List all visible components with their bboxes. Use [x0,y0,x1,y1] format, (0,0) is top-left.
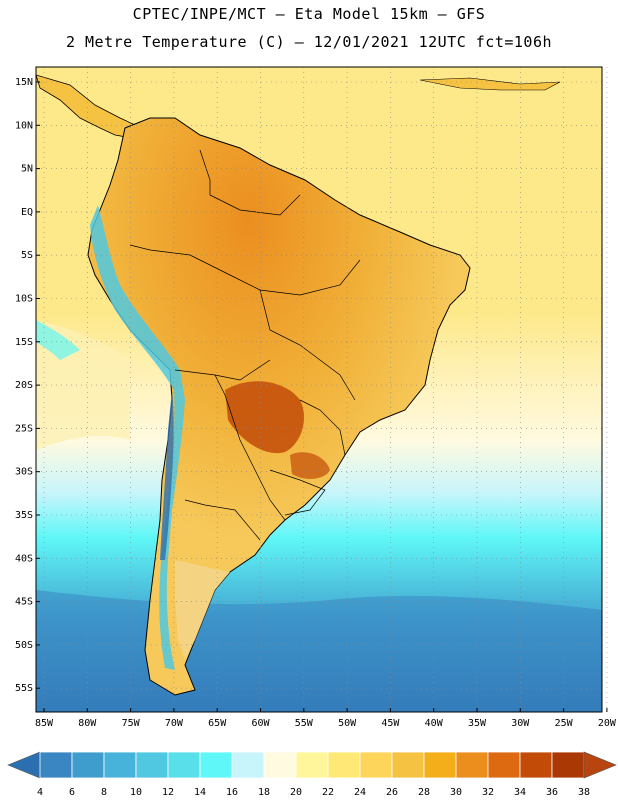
latitude-labels: 15N 10N 5N EQ 5S 10S 15S 20S 25S 30S 35S 40S 45S 50S 5… [15,77,40,694]
colorbar-swatch [487,751,521,779]
colorbar-swatch [103,751,137,779]
patagonia-region [175,560,230,660]
colorbar-swatch [263,751,297,779]
andes-cold-strip [90,205,185,670]
lon-label: 60W [251,718,270,729]
colorbar-tick-label: 30 [450,787,462,798]
colorbar-swatch [519,751,553,779]
colorbar-swatch [551,751,585,779]
lat-label: 25S [15,423,33,434]
lat-label: 30S [15,467,33,478]
colorbar-swatch [199,751,233,779]
lon-label: 50W [338,718,357,729]
lat-label: 50S [15,640,33,651]
colorbar-tick-label: 6 [69,787,75,798]
colorbar-tick-label: 16 [226,787,238,798]
colorbar-swatch [327,751,361,779]
colorbar-tick-label: 24 [354,787,366,798]
colorbar-tick-label: 10 [130,787,142,798]
colorbar-swatch [391,751,425,779]
colorbar-tick-label: 8 [101,787,107,798]
lon-label: 80W [78,718,97,729]
lon-label: 65W [208,718,227,729]
caribbean-islands [419,77,561,91]
lat-label: 20S [15,380,33,391]
lon-label: 55W [295,718,314,729]
colorbar-tick-label: 22 [322,787,334,798]
colorbar-tick-label: 4 [37,787,43,798]
lon-label: 20W [598,718,617,729]
lat-label: 5S [21,250,33,261]
lat-label: 5N [21,164,33,175]
heat-core [225,381,305,454]
colorbar-tick-label: 34 [514,787,526,798]
colorbar-swatch [455,751,489,779]
lon-label: 45W [381,718,400,729]
colorbar-arrow-right [583,751,617,779]
colorbar-tick-label: 28 [418,787,430,798]
colorbar-tick-label: 20 [290,787,302,798]
colorbar-swatch [39,751,73,779]
lat-label: 40S [15,553,33,564]
pacific-cold-patch [36,320,80,360]
lat-label: 45S [15,597,33,608]
colorbar-swatch [231,751,265,779]
colorbar-tick-label: 36 [546,787,558,798]
lat-label: 10N [15,120,33,131]
colorbar-tick-label: 26 [386,787,398,798]
colorbar-swatch [359,751,393,779]
colorbar-tick-label: 32 [482,787,494,798]
country-borders [129,149,361,541]
colorbar-tick-label: 14 [194,787,206,798]
colorbar-swatch [295,751,329,779]
colorbar: 4 6 8 10 12 14 16 18 20 22 24 26 28 30 32 34 36 38 [7,751,617,798]
colorbar-swatch [71,751,105,779]
lon-label: 35W [468,718,487,729]
lon-label: 40W [425,718,444,729]
lon-label: 25W [555,718,574,729]
andes-coldest-strip [160,390,174,560]
colorbar-swatch [135,751,169,779]
longitude-labels: 85W 80W 75W 70W 65W 60W 55W 50W 45W 40W 35W 30W 25W 2… [35,708,617,729]
lat-label: 35S [15,510,33,521]
colorbar-tick-label: 38 [578,787,590,798]
lon-label: 30W [511,718,530,729]
colorbar-tick-label: 18 [258,787,270,798]
colorbar-arrow-left [7,751,41,779]
lat-label: EQ [21,207,33,218]
lat-label: 15N [15,77,33,88]
colorbar-tick-label: 12 [162,787,174,798]
lat-label: 10S [15,294,33,305]
map-frame [35,66,603,713]
heat-core-south [290,452,330,479]
colorbar-swatch [423,751,457,779]
lat-label: 15S [15,337,33,348]
lon-label: 75W [122,718,141,729]
southern-cold-band [36,590,602,712]
lon-label: 70W [165,718,184,729]
colorbar-swatch [167,751,201,779]
map-title-line2: 2 Metre Temperature (C) – 12/01/2021 12U… [65,33,553,51]
lon-label: 85W [35,718,54,729]
lat-label: 55S [15,683,33,694]
map-title-line1: CPTEC/INPE/MCT – Eta Model 15km – GFS [132,5,486,23]
